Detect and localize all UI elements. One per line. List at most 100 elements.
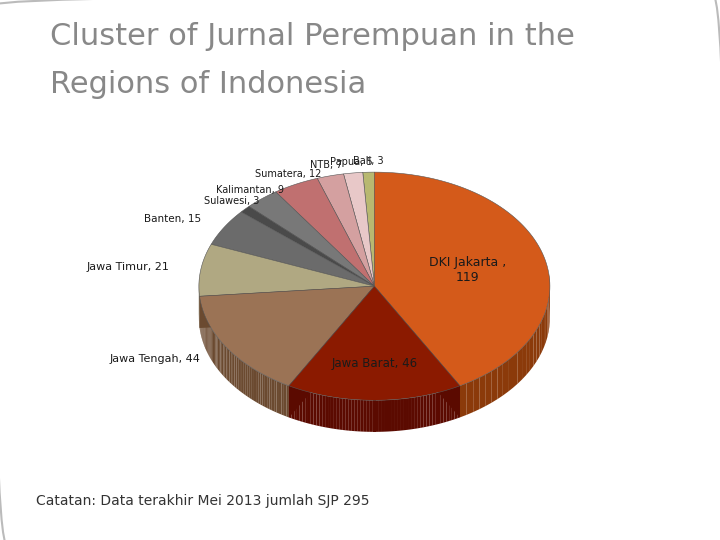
PathPatch shape xyxy=(199,244,374,296)
PathPatch shape xyxy=(258,372,261,404)
PathPatch shape xyxy=(276,178,374,286)
PathPatch shape xyxy=(432,393,435,426)
PathPatch shape xyxy=(274,380,276,413)
PathPatch shape xyxy=(480,374,486,409)
PathPatch shape xyxy=(292,387,294,419)
PathPatch shape xyxy=(435,393,438,425)
PathPatch shape xyxy=(457,386,460,418)
PathPatch shape xyxy=(544,310,546,347)
PathPatch shape xyxy=(282,383,284,415)
PathPatch shape xyxy=(438,392,441,424)
PathPatch shape xyxy=(228,349,230,382)
Text: Sumatera, 12: Sumatera, 12 xyxy=(255,169,321,179)
PathPatch shape xyxy=(287,385,289,417)
PathPatch shape xyxy=(522,343,526,380)
PathPatch shape xyxy=(208,322,209,355)
PathPatch shape xyxy=(374,286,460,417)
PathPatch shape xyxy=(361,400,364,431)
PathPatch shape xyxy=(213,331,214,364)
PathPatch shape xyxy=(364,400,366,432)
PathPatch shape xyxy=(284,384,287,416)
PathPatch shape xyxy=(423,395,426,427)
PathPatch shape xyxy=(267,376,269,409)
PathPatch shape xyxy=(252,368,254,401)
PathPatch shape xyxy=(379,400,382,432)
PathPatch shape xyxy=(211,327,212,361)
PathPatch shape xyxy=(444,390,446,423)
PathPatch shape xyxy=(230,350,231,384)
PathPatch shape xyxy=(236,357,238,390)
PathPatch shape xyxy=(526,339,530,375)
PathPatch shape xyxy=(518,348,522,384)
PathPatch shape xyxy=(256,370,258,403)
PathPatch shape xyxy=(212,329,213,362)
PathPatch shape xyxy=(373,400,376,432)
PathPatch shape xyxy=(297,389,300,421)
PathPatch shape xyxy=(366,400,370,432)
PathPatch shape xyxy=(215,334,217,368)
PathPatch shape xyxy=(539,320,542,357)
PathPatch shape xyxy=(211,212,374,286)
PathPatch shape xyxy=(446,389,449,422)
PathPatch shape xyxy=(415,397,418,429)
PathPatch shape xyxy=(508,356,513,392)
PathPatch shape xyxy=(343,399,346,430)
PathPatch shape xyxy=(429,394,432,426)
Text: Catatan: Data terakhir Mei 2013 jumlah SJP 295: Catatan: Data terakhir Mei 2013 jumlah S… xyxy=(36,494,369,508)
PathPatch shape xyxy=(418,396,420,428)
PathPatch shape xyxy=(241,206,374,286)
Text: Papua, 5: Papua, 5 xyxy=(330,157,372,167)
PathPatch shape xyxy=(222,343,223,376)
PathPatch shape xyxy=(331,397,334,429)
PathPatch shape xyxy=(318,174,374,286)
PathPatch shape xyxy=(546,306,547,342)
PathPatch shape xyxy=(214,333,215,366)
PathPatch shape xyxy=(323,395,325,427)
PathPatch shape xyxy=(233,354,235,387)
PathPatch shape xyxy=(238,358,240,391)
PathPatch shape xyxy=(534,330,536,366)
PathPatch shape xyxy=(294,388,297,420)
PathPatch shape xyxy=(449,389,452,421)
PathPatch shape xyxy=(376,400,379,432)
PathPatch shape xyxy=(406,398,409,430)
Text: Sulawesi, 3: Sulawesi, 3 xyxy=(204,197,260,206)
PathPatch shape xyxy=(308,392,311,424)
PathPatch shape xyxy=(246,364,248,397)
PathPatch shape xyxy=(400,399,403,430)
PathPatch shape xyxy=(355,400,358,431)
PathPatch shape xyxy=(217,338,219,371)
PathPatch shape xyxy=(486,371,492,406)
PathPatch shape xyxy=(219,339,220,373)
PathPatch shape xyxy=(204,315,205,348)
PathPatch shape xyxy=(199,286,374,328)
PathPatch shape xyxy=(363,172,374,286)
PathPatch shape xyxy=(250,367,252,400)
PathPatch shape xyxy=(263,374,265,407)
PathPatch shape xyxy=(248,365,250,398)
PathPatch shape xyxy=(374,286,460,417)
PathPatch shape xyxy=(388,400,391,431)
PathPatch shape xyxy=(382,400,385,432)
PathPatch shape xyxy=(334,397,337,429)
PathPatch shape xyxy=(385,400,388,431)
PathPatch shape xyxy=(352,399,355,431)
PathPatch shape xyxy=(542,315,544,352)
PathPatch shape xyxy=(441,391,444,423)
PathPatch shape xyxy=(305,391,308,423)
PathPatch shape xyxy=(199,286,374,328)
Text: Cluster of Jurnal Perempuan in the: Cluster of Jurnal Perempuan in the xyxy=(50,22,575,51)
PathPatch shape xyxy=(397,399,400,431)
PathPatch shape xyxy=(403,399,406,430)
PathPatch shape xyxy=(547,300,549,337)
PathPatch shape xyxy=(235,355,236,388)
PathPatch shape xyxy=(317,394,320,426)
PathPatch shape xyxy=(420,396,423,428)
PathPatch shape xyxy=(513,352,518,388)
PathPatch shape xyxy=(343,172,374,286)
PathPatch shape xyxy=(314,393,317,426)
Text: Kalimantan, 9: Kalimantan, 9 xyxy=(217,185,284,195)
PathPatch shape xyxy=(220,341,222,374)
PathPatch shape xyxy=(452,388,454,420)
Text: Banten, 15: Banten, 15 xyxy=(145,213,202,224)
